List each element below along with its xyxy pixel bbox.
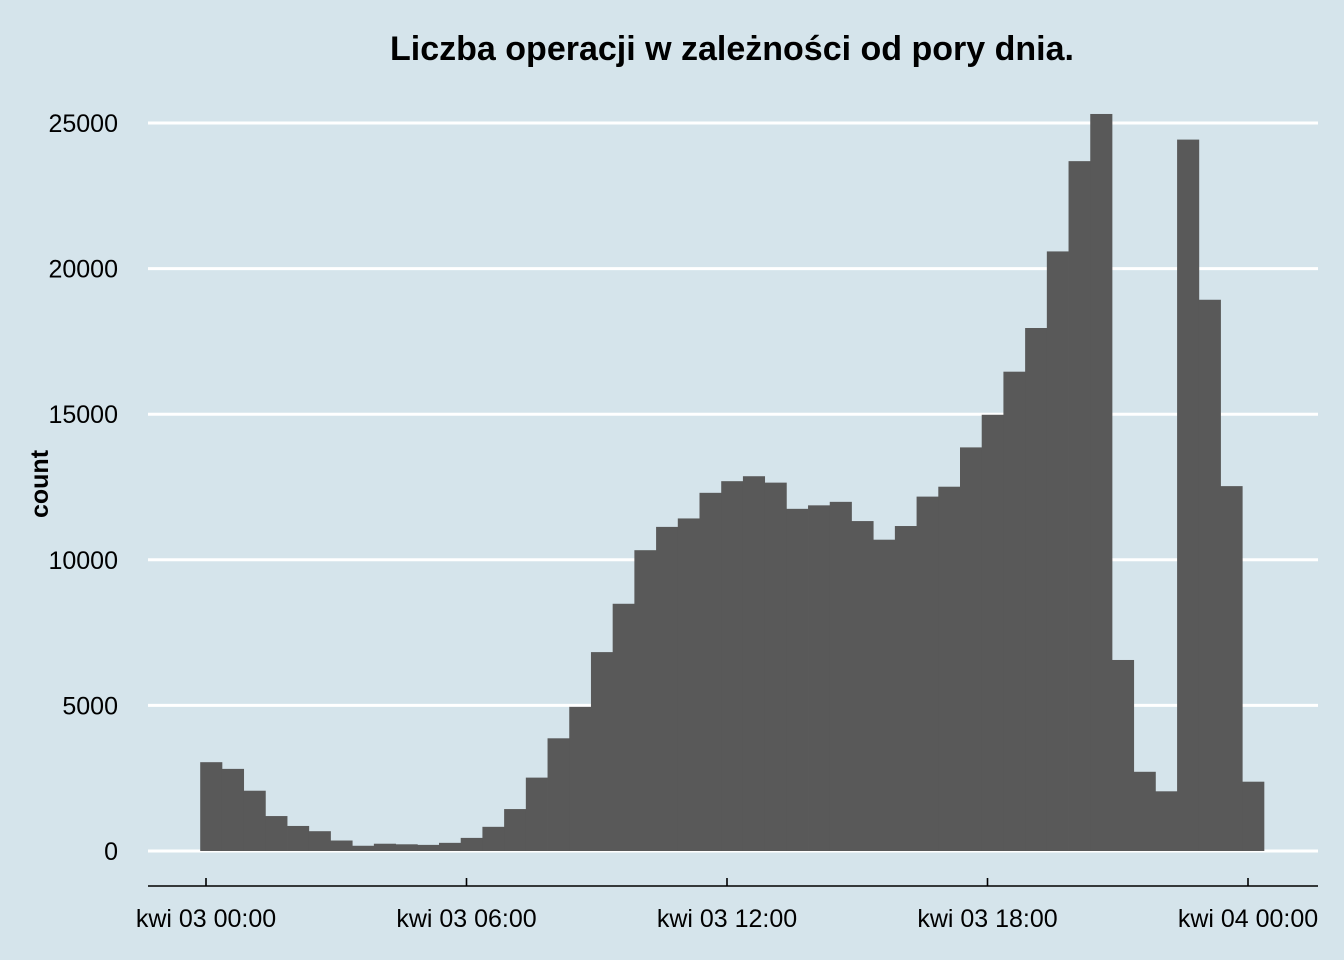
histogram-bar [417, 844, 440, 851]
chart-title: Liczba operacji w zależności od pory dni… [390, 30, 1074, 68]
y-tick-label: 10000 [48, 547, 118, 575]
histogram-bar [287, 825, 310, 851]
histogram-bar [1155, 791, 1178, 851]
histogram-bar [200, 762, 223, 851]
histogram-bar [677, 518, 700, 851]
histogram-bar [721, 481, 744, 851]
histogram-bar [1133, 771, 1156, 851]
histogram-bar [916, 496, 939, 851]
histogram-bar [590, 652, 614, 851]
histogram-bar [1111, 659, 1135, 851]
histogram-bar [460, 837, 483, 851]
histogram-bar [482, 826, 505, 851]
histogram-bar [656, 526, 679, 851]
histogram-bar [1025, 328, 1048, 852]
histogram-bar [612, 603, 635, 851]
bars [200, 113, 1265, 852]
histogram-bar [808, 505, 831, 851]
histogram-bar [308, 831, 331, 851]
y-axis-ticks: 0 5000 10000 15000 20000 25000 [48, 110, 118, 866]
histogram-bar [699, 492, 722, 851]
histogram-bar [829, 501, 852, 851]
histogram-bar [1090, 113, 1113, 852]
histogram-bar [938, 486, 961, 851]
histogram-bar [395, 844, 418, 851]
histogram-bar [352, 845, 375, 851]
histogram-bar [373, 843, 396, 851]
histogram-bar [525, 777, 548, 851]
histogram-bar [742, 476, 766, 851]
histogram-bar [439, 842, 462, 851]
x-tick-label: kwi 03 00:00 [136, 905, 276, 933]
histogram-bar [504, 809, 527, 851]
x-axis-ticks: kwi 03 00:00 kwi 03 06:00 kwi 03 12:00 kwi … [136, 878, 1318, 933]
histogram-bar [1068, 161, 1091, 851]
histogram-bar [1177, 139, 1200, 852]
histogram-bar [265, 816, 288, 851]
y-tick-label: 20000 [48, 256, 118, 284]
histogram-bar [1198, 299, 1221, 851]
y-tick-label: 25000 [48, 110, 118, 138]
histogram-bar [243, 790, 266, 851]
x-tick-label: kwi 03 12:00 [657, 905, 797, 933]
histogram-bar [634, 550, 657, 851]
histogram-bar [981, 414, 1004, 851]
x-tick-label: kwi 03 06:00 [396, 905, 536, 933]
y-tick-label: 5000 [62, 692, 118, 720]
histogram-bar [851, 521, 874, 851]
histogram-bar [569, 706, 592, 851]
histogram-bar [330, 840, 353, 851]
histogram-bar [547, 738, 570, 851]
histogram-bar [894, 526, 917, 851]
y-axis-label: count [26, 449, 54, 518]
histogram-bar [1003, 371, 1026, 851]
histogram-bar [786, 508, 809, 851]
x-tick-label: kwi 04 00:00 [1178, 905, 1318, 933]
histogram-bar [221, 768, 245, 851]
x-tick-label: kwi 03 18:00 [917, 905, 1057, 933]
histogram-bar [1046, 251, 1069, 852]
y-tick-label: 0 [104, 838, 118, 866]
histogram-bar [873, 539, 896, 851]
histogram-bar [1242, 781, 1265, 851]
histogram-bar [764, 482, 787, 851]
histogram-bar [960, 447, 983, 851]
histogram-bar [1220, 486, 1243, 851]
y-tick-label: 15000 [48, 401, 118, 429]
